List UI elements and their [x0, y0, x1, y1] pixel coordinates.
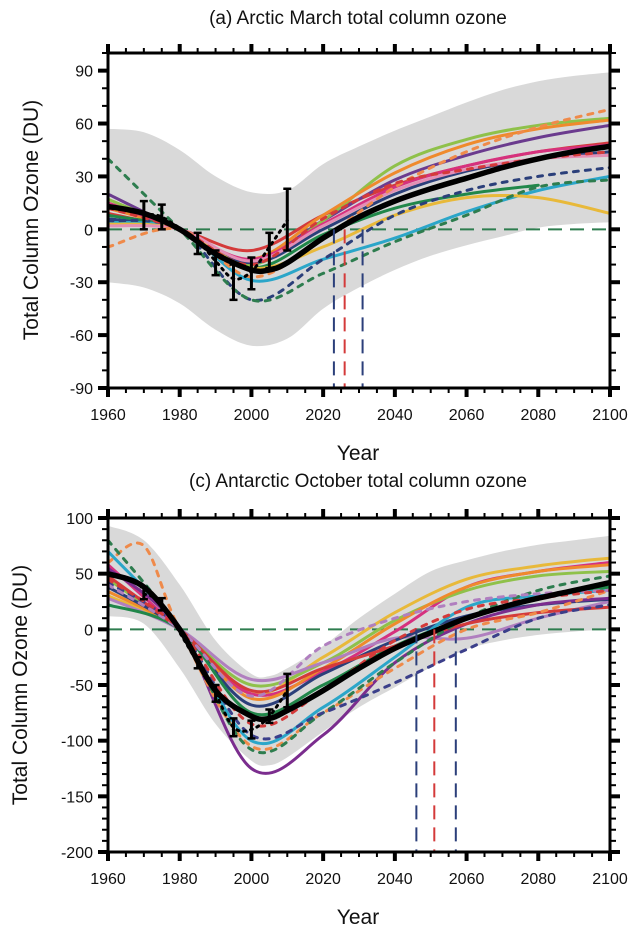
- x-tick-label: 2040: [377, 407, 413, 424]
- y-tick-label: -100: [61, 734, 93, 751]
- y-tick-label: 30: [75, 169, 93, 186]
- y-tick-label: -200: [61, 845, 93, 862]
- panel-a-title: (a) Arctic March total column ozone: [209, 8, 507, 29]
- y-tick-label: 100: [66, 511, 93, 528]
- observation-errorbar: [247, 719, 256, 740]
- x-tick-label: 2080: [520, 407, 556, 424]
- x-tick-label: 2020: [305, 407, 341, 424]
- x-tick-label: 2000: [234, 407, 270, 424]
- y-tick-label: -90: [70, 381, 93, 398]
- y-tick-label: 90: [75, 64, 93, 81]
- x-tick-label: 1980: [162, 871, 198, 888]
- panel-c-xlabel: Year: [337, 906, 379, 929]
- panel-c-plot-area: [108, 525, 610, 775]
- panel-a-plot-area: [108, 72, 610, 347]
- panel-c-antarctic-october: (c) Antarctic October total column ozone…: [9, 471, 628, 929]
- multi-model-mean-line: [108, 570, 610, 723]
- panel-a-xlabel: Year: [337, 442, 379, 465]
- panel-a-arctic-march: (a) Arctic March total column ozone Year…: [20, 8, 628, 465]
- panel-c-ylabel: Total Column Ozone (DU): [9, 565, 32, 805]
- multi-model-mean-line: [108, 143, 610, 275]
- y-tick-label: 60: [75, 117, 93, 134]
- x-tick-label: 2060: [449, 871, 485, 888]
- x-tick-label: 1960: [90, 407, 126, 424]
- uncertainty-envelope: [108, 72, 610, 347]
- x-tick-label: 2040: [377, 871, 413, 888]
- panel-c-title: (c) Antarctic October total column ozone: [189, 471, 527, 492]
- x-tick-label: 2000: [234, 871, 270, 888]
- series-model-green-dashed: [108, 538, 610, 755]
- y-tick-label: -30: [70, 275, 93, 292]
- x-tick-label: 2060: [449, 407, 485, 424]
- y-tick-label: 0: [84, 222, 93, 239]
- observation-errorbar: [247, 256, 256, 291]
- y-tick-label: -150: [61, 789, 93, 806]
- y-tick-label: -60: [70, 328, 93, 345]
- series-model-orange-dashed: [108, 541, 610, 751]
- observation-errorbar: [157, 203, 166, 231]
- observation-errorbar: [283, 187, 292, 252]
- y-tick-label: 0: [84, 622, 93, 639]
- y-tick-label: -50: [70, 678, 93, 695]
- x-tick-label: 2020: [305, 871, 341, 888]
- panel-a-ylabel: Total Column Ozone (DU): [20, 100, 43, 340]
- observation-errorbar: [229, 717, 238, 738]
- x-tick-label: 1960: [90, 871, 126, 888]
- x-tick-label: 2080: [520, 871, 556, 888]
- y-tick-label: 50: [75, 567, 93, 584]
- x-tick-label: 2100: [592, 407, 628, 424]
- x-tick-label: 2100: [592, 871, 628, 888]
- x-tick-label: 1980: [162, 407, 198, 424]
